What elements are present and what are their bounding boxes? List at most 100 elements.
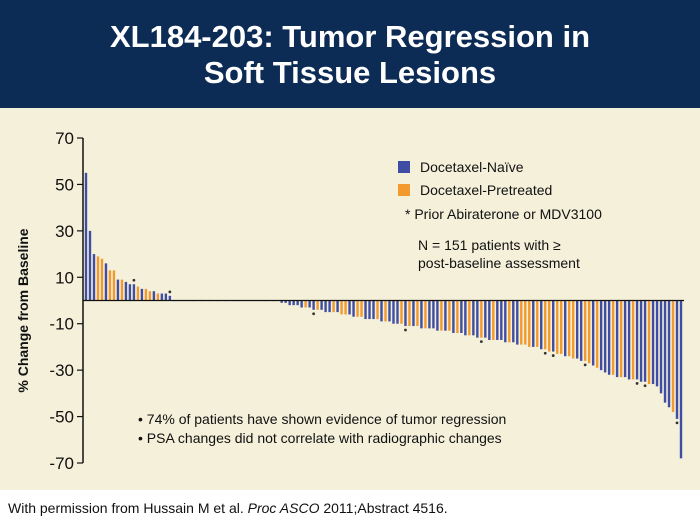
axes-group: 70 50 30 10 -10 -30 -50 -70 % Change from Baseli… — [15, 129, 684, 473]
title-line-1: XL184-203: Tumor Regression in — [109, 19, 591, 54]
bar — [528, 300, 531, 347]
bar — [472, 300, 475, 336]
bar — [356, 300, 359, 317]
bar — [456, 300, 459, 333]
bar — [348, 300, 351, 315]
bar — [591, 300, 595, 366]
asterisk-marker — [583, 363, 587, 367]
bar — [432, 300, 435, 329]
bar — [635, 300, 639, 380]
y-tick-label: -10 — [49, 315, 74, 334]
bar — [655, 300, 659, 387]
asterisk-marker — [168, 290, 172, 294]
bar — [575, 300, 579, 359]
bar — [536, 300, 539, 347]
waterfall-chart: 70 50 30 10 -10 -30 -50 -70 % Change from Baseli… — [15, 129, 684, 473]
bar — [296, 300, 299, 306]
bar — [603, 300, 607, 373]
asterisk-marker — [543, 351, 547, 355]
bar — [675, 300, 679, 419]
bar — [556, 300, 559, 354]
bar — [524, 300, 527, 345]
bar — [140, 288, 144, 301]
bar — [300, 300, 303, 308]
n-patients-line-1: N = 151 patients with ≥ — [418, 237, 561, 253]
bar — [404, 300, 407, 327]
bar — [320, 300, 323, 310]
bar — [508, 300, 511, 343]
legend-label-pretreated: Docetaxel-Pretreated — [420, 182, 553, 198]
bar — [420, 300, 423, 329]
bar — [332, 300, 335, 313]
bar — [292, 300, 295, 306]
bar — [396, 300, 399, 324]
bar — [587, 300, 591, 364]
bar — [160, 293, 164, 301]
footer: With permission from Hussain M et al. Pr… — [0, 490, 700, 525]
bar — [88, 230, 92, 301]
bar — [116, 279, 120, 301]
bar — [540, 300, 543, 350]
bar — [84, 172, 88, 301]
note-bullet-1: • 74% of patients have shown evidence of… — [138, 411, 507, 427]
asterisk-marker — [643, 384, 647, 388]
bar — [444, 300, 447, 331]
bar — [563, 300, 567, 357]
bar — [128, 284, 132, 301]
bar — [152, 291, 156, 301]
bar — [144, 288, 148, 301]
bar — [671, 300, 675, 412]
bar — [571, 300, 575, 359]
bar — [328, 300, 331, 313]
bar — [164, 293, 168, 301]
bar — [352, 300, 355, 317]
bar — [484, 300, 487, 338]
bar — [532, 300, 535, 347]
bar — [312, 300, 315, 310]
bar — [579, 300, 583, 361]
asterisk-marker — [312, 312, 316, 316]
bar — [324, 300, 327, 313]
bar — [104, 263, 108, 301]
bar — [392, 300, 395, 324]
bar — [288, 300, 291, 306]
citation: With permission from Hussain M et al. Pr… — [8, 500, 448, 516]
asterisk-marker — [675, 421, 679, 425]
bar — [100, 258, 104, 301]
y-tick-label: -70 — [49, 454, 74, 473]
bar — [280, 300, 283, 303]
citation-suffix: 2011;Abstract 4516. — [319, 500, 448, 516]
bar — [659, 300, 663, 394]
bar — [340, 300, 343, 315]
title-line-2: Soft Tissue Lesions — [203, 55, 497, 90]
bar — [440, 300, 443, 331]
bar — [412, 300, 415, 327]
bar — [96, 256, 100, 301]
bar — [400, 300, 403, 324]
asterisk-marker — [132, 278, 136, 282]
bar — [368, 300, 371, 320]
bar — [304, 300, 307, 308]
bar — [376, 300, 379, 320]
citation-prefix: With permission from Hussain M et al. — [8, 500, 248, 516]
bar — [552, 300, 555, 352]
asterisk-marker — [551, 354, 555, 357]
bar — [156, 293, 160, 301]
bar — [567, 300, 571, 357]
y-tick-label: 50 — [55, 175, 74, 194]
y-tick-label: 70 — [55, 129, 74, 148]
bar — [408, 300, 411, 327]
bar — [520, 300, 523, 345]
bar — [112, 270, 116, 301]
bar — [512, 300, 515, 343]
chart-area: 70 50 30 10 -10 -30 -50 -70 % Change from Baseli… — [0, 108, 700, 490]
legend-label-naive: Docetaxel-Naïve — [420, 159, 524, 175]
y-axis-title: % Change from Baseline — [15, 228, 31, 392]
y-tick-label: 30 — [55, 222, 74, 241]
bar — [384, 300, 387, 322]
bar — [504, 300, 507, 343]
bar — [136, 286, 140, 301]
bar — [560, 300, 563, 354]
y-tick-label: -50 — [49, 408, 74, 427]
